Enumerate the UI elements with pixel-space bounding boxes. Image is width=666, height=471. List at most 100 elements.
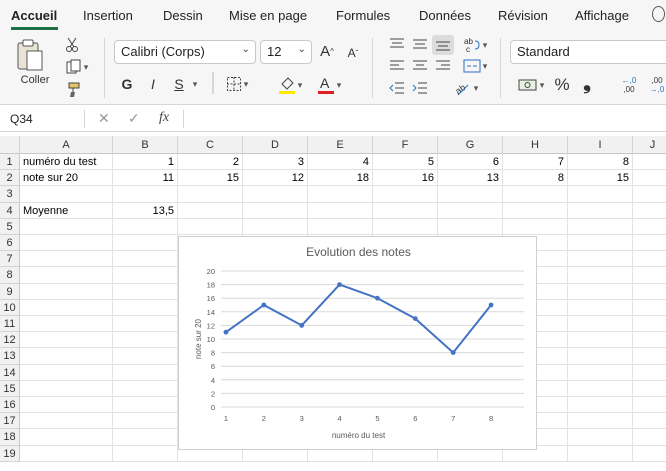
cell-a15[interactable] — [20, 380, 113, 397]
italic-button[interactable]: I — [151, 76, 155, 92]
cell-b8[interactable] — [113, 267, 178, 284]
cell-i16[interactable] — [568, 397, 633, 414]
font-color-button[interactable]: A ▾ — [312, 74, 346, 96]
cell-a3[interactable] — [20, 186, 113, 203]
wrap-text-button[interactable]: ab c ▾ — [463, 37, 488, 53]
format-painter-icon[interactable] — [63, 81, 81, 99]
tab-mise-en-page[interactable]: Mise en page — [229, 8, 308, 23]
cell-e2[interactable]: 18 — [308, 170, 373, 187]
cell-i18[interactable] — [568, 429, 633, 446]
row-header-11[interactable]: 11 — [0, 316, 20, 333]
cell-h19[interactable] — [503, 445, 568, 462]
cell-i10[interactable] — [568, 299, 633, 316]
font-name-dropdown[interactable]: Calibri (Corps) ⌄ — [114, 40, 256, 64]
cell-f1[interactable]: 5 — [373, 154, 438, 171]
cell-j7[interactable] — [633, 251, 666, 268]
column-header-a[interactable]: A — [20, 136, 113, 154]
cell-j2[interactable] — [633, 170, 666, 187]
cell-a1[interactable]: numéro du test — [20, 154, 113, 171]
row-header-19[interactable]: 19 — [0, 445, 20, 462]
column-header-e[interactable]: E — [308, 136, 373, 154]
cell-c4[interactable] — [178, 202, 243, 219]
bold-button[interactable]: G — [121, 76, 133, 92]
copy-button[interactable]: ▾ — [62, 58, 92, 76]
cancel-icon[interactable]: ✕ — [98, 110, 110, 126]
cell-h4[interactable] — [503, 202, 568, 219]
column-header-c[interactable]: C — [178, 136, 243, 154]
cell-b12[interactable] — [113, 332, 178, 349]
cell-a4[interactable]: Moyenne — [20, 202, 113, 219]
underline-button[interactable]: S — [174, 76, 184, 92]
cell-h1[interactable]: 7 — [503, 154, 568, 171]
tab-dessin[interactable]: Dessin — [163, 8, 203, 23]
align-bottom-icon[interactable] — [432, 35, 454, 55]
cell-j6[interactable] — [633, 235, 666, 252]
cell-j9[interactable] — [633, 284, 666, 300]
cell-h2[interactable]: 8 — [503, 170, 568, 187]
percent-button[interactable]: % — [554, 75, 570, 94]
cell-j18[interactable] — [633, 429, 666, 446]
row-header-15[interactable]: 15 — [0, 380, 20, 397]
cell-j15[interactable] — [633, 381, 666, 397]
cell-f4[interactable] — [373, 202, 438, 219]
cell-i15[interactable] — [568, 380, 633, 397]
cell-d19[interactable] — [243, 445, 308, 462]
cell-j13[interactable] — [633, 348, 666, 365]
cell-j4[interactable] — [633, 203, 666, 219]
align-top-icon[interactable] — [388, 36, 406, 52]
select-all-corner[interactable] — [0, 136, 20, 154]
cell-g3[interactable] — [438, 186, 503, 203]
cell-a5[interactable] — [20, 218, 113, 235]
cell-j14[interactable] — [633, 365, 666, 381]
cell-a10[interactable] — [20, 299, 113, 316]
row-header-13[interactable]: 13 — [0, 348, 20, 365]
cell-b9[interactable] — [113, 283, 178, 300]
row-header-3[interactable]: 3 — [0, 186, 20, 203]
cell-i14[interactable] — [568, 364, 633, 381]
cell-j8[interactable] — [633, 267, 666, 284]
orientation-button[interactable]: ab ▾ — [450, 78, 482, 98]
name-box[interactable]: Q34 — [10, 112, 33, 126]
decrease-indent-icon[interactable] — [388, 80, 406, 96]
cell-c3[interactable] — [178, 186, 243, 203]
cell-a11[interactable] — [20, 316, 113, 333]
cell-a16[interactable] — [20, 397, 113, 414]
row-header-1[interactable]: 1 — [0, 154, 20, 171]
tab-affichage[interactable]: Affichage — [575, 8, 629, 23]
cell-b10[interactable] — [113, 299, 178, 316]
cell-c19[interactable] — [178, 445, 243, 462]
cell-i2[interactable]: 15 — [568, 170, 633, 187]
cell-a12[interactable] — [20, 332, 113, 349]
cell-c2[interactable]: 15 — [178, 170, 243, 187]
formula-input[interactable] — [190, 111, 660, 127]
grow-font-icon[interactable]: A ^ — [320, 42, 334, 60]
cell-i19[interactable] — [568, 445, 633, 462]
cell-e1[interactable]: 4 — [308, 154, 373, 171]
cell-a13[interactable] — [20, 348, 113, 365]
cut-icon[interactable] — [64, 36, 80, 54]
fill-color-button[interactable]: ▾ — [274, 74, 306, 96]
row-header-10[interactable]: 10 — [0, 299, 20, 316]
row-header-16[interactable]: 16 — [0, 397, 20, 414]
cell-j3[interactable] — [633, 186, 666, 203]
paste-label[interactable]: Coller — [20, 74, 50, 86]
merge-button[interactable]: ▾ — [460, 57, 490, 75]
help-icon[interactable] — [652, 6, 665, 22]
cell-i8[interactable] — [568, 267, 633, 284]
cell-i17[interactable] — [568, 413, 633, 430]
column-header-d[interactable]: D — [243, 136, 308, 154]
tab-formules[interactable]: Formules — [336, 8, 391, 23]
cell-b5[interactable] — [113, 218, 178, 235]
tab-donnees[interactable]: Données — [419, 8, 472, 23]
cell-d5[interactable] — [243, 218, 308, 235]
cell-d3[interactable] — [243, 186, 308, 203]
row-header-2[interactable]: 2 — [0, 170, 20, 187]
cell-b17[interactable] — [113, 413, 178, 430]
cell-j12[interactable] — [633, 332, 666, 349]
paste-button[interactable] — [12, 38, 46, 74]
insert-function-icon[interactable]: fx — [159, 110, 170, 125]
cell-f3[interactable] — [373, 186, 438, 203]
cell-d1[interactable]: 3 — [243, 154, 308, 171]
row-header-9[interactable]: 9 — [0, 283, 20, 300]
borders-button[interactable]: ▾ — [222, 75, 252, 93]
